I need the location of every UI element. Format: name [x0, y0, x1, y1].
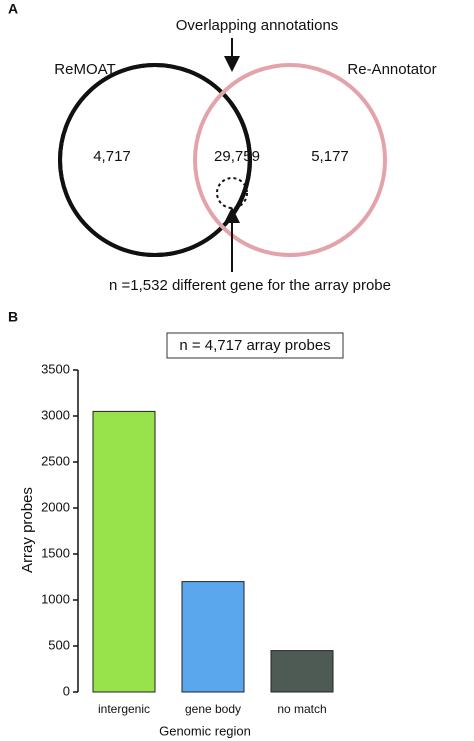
y-tick-label: 2500	[41, 453, 70, 468]
x-axis-label: Genomic region	[159, 723, 251, 738]
annotation: n =1,532 different gene for the array pr…	[109, 277, 391, 294]
annotation: Overlapping annotations	[176, 17, 339, 34]
panel-label: A	[8, 1, 18, 17]
bar	[92, 410, 156, 693]
annotation-box	[166, 332, 344, 359]
count-label: 29,759	[214, 148, 260, 165]
y-tick-label: 1500	[41, 545, 70, 560]
count-label: 4,717	[93, 148, 131, 165]
panel-label: B	[8, 309, 18, 325]
y-tick-label: 500	[48, 637, 70, 652]
y-axis-label: Array probes	[19, 487, 36, 573]
set-label: Re-Annotator	[347, 61, 436, 78]
y-tick-label: 0	[63, 683, 70, 698]
set-label: ReMOAT	[54, 61, 115, 78]
count-label: 5,177	[311, 148, 349, 165]
set-arc	[226, 101, 252, 222]
annotation: n = 4,717 array probes	[179, 337, 330, 354]
y-tick-label: 3000	[41, 407, 70, 422]
bar	[181, 581, 245, 693]
bar	[270, 650, 334, 693]
set-circle	[193, 63, 387, 257]
y-tick-label: 2000	[41, 499, 70, 514]
x-tick-label: no match	[277, 702, 326, 716]
y-tick-label: 3500	[41, 361, 70, 376]
y-tick-label: 1000	[41, 591, 70, 606]
subset-circle	[216, 177, 248, 209]
x-tick-label: intergenic	[98, 702, 150, 716]
x-tick-label: gene body	[185, 702, 241, 716]
